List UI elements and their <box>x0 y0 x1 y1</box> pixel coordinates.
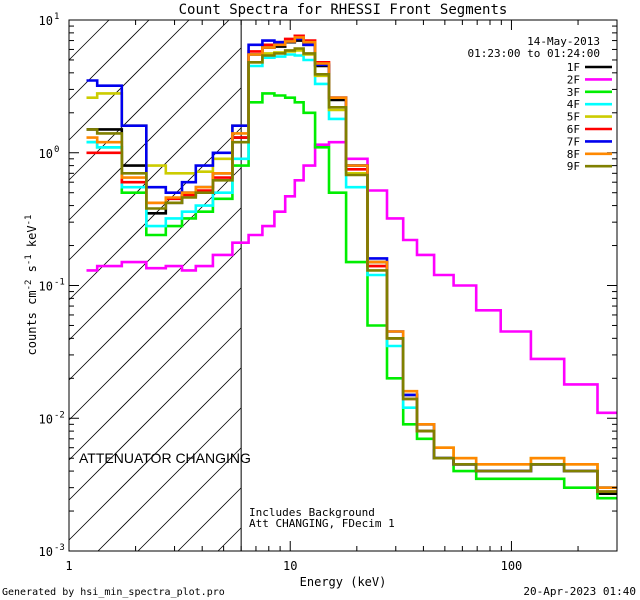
legend-label-6F: 6F <box>567 123 580 136</box>
y-axis-label-unit: s <box>25 265 39 279</box>
y-tick-exponent: 0 <box>54 145 59 155</box>
y-tick-label: 10 <box>39 412 53 426</box>
y-axis-label-exponent: -1 <box>24 254 34 265</box>
x-tick-label: 10 <box>283 559 297 573</box>
series-line-9F <box>86 47 617 493</box>
footnote-attenuator: Att CHANGING, FDecim 1 <box>249 517 395 530</box>
attenuator-hatched-region <box>68 19 242 552</box>
x-axis-ticks: 1 10 100 <box>65 20 618 573</box>
footer-timestamp: 20-Apr-2023 01:40 <box>523 585 636 598</box>
legend-label-1F: 1F <box>567 61 580 74</box>
y-tick-label: 10 <box>39 545 53 559</box>
y-axis-label-exponent: -2 <box>24 280 34 291</box>
y-tick-exponent: -1 <box>54 278 65 288</box>
x-tick-label: 100 <box>501 559 523 573</box>
series-line-3F <box>86 92 617 500</box>
y-tick-label: 10 <box>39 280 53 294</box>
y-axis-label-exponent: -1 <box>24 215 34 226</box>
attenuator-annotation: ATTENUATOR CHANGING <box>79 450 251 466</box>
y-axis-label: counts cm-2 s-1 keV-1 <box>24 215 39 356</box>
legend-label-2F: 2F <box>567 73 580 86</box>
series-line-2F <box>86 140 617 415</box>
chart-title: Count Spectra for RHESSI Front Segments <box>179 2 508 18</box>
generated-by-label: Generated by hsi_min_spectra_plot.pro <box>2 587 225 598</box>
x-axis-label: Energy (keV) <box>300 575 387 589</box>
y-axis-label-unit: keV <box>25 225 39 254</box>
series-line-6F <box>86 34 617 493</box>
x-tick-label: 1 <box>65 559 72 573</box>
y-tick-exponent: -3 <box>54 543 65 553</box>
y-tick-label: 10 <box>39 147 53 161</box>
legend-label-3F: 3F <box>567 86 580 99</box>
y-tick-label: 10 <box>39 14 53 28</box>
legend-label-7F: 7F <box>567 135 580 148</box>
series-line-4F <box>86 53 617 489</box>
series-line-8F <box>86 36 617 489</box>
y-tick-exponent: 1 <box>54 12 59 22</box>
legend-label-5F: 5F <box>567 111 580 124</box>
legend-label-8F: 8F <box>567 148 580 161</box>
hatch-lines <box>68 19 242 552</box>
legend-label-4F: 4F <box>567 98 580 111</box>
time-range-label: 01:23:00 to 01:24:00 <box>468 47 600 60</box>
spectra-series <box>86 34 617 500</box>
y-tick-exponent: -2 <box>54 410 65 420</box>
legend-label-9F: 9F <box>567 160 580 173</box>
footnote-background: Includes Background <box>249 506 375 519</box>
y-axis-label-unit: counts cm <box>25 290 39 355</box>
date-label: 14-May-2013 <box>527 35 600 48</box>
